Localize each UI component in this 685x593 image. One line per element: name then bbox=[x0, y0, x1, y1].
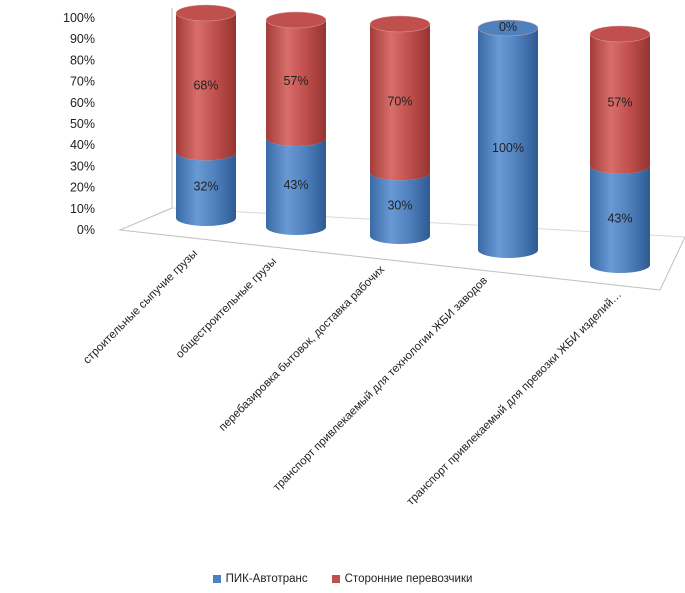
bar-segment-pik bbox=[590, 165, 650, 273]
y-tick-label: 0% bbox=[77, 223, 95, 237]
data-label-third-party: 57% bbox=[283, 74, 308, 88]
data-label-pik: 30% bbox=[387, 198, 412, 212]
bar-top-cap bbox=[265, 11, 327, 29]
y-tick-label: 50% bbox=[70, 117, 95, 131]
legend-item-pik: ПИК-Автотранс bbox=[212, 573, 308, 585]
bar-segment-third-party bbox=[370, 24, 430, 181]
legend: ПИК-Автотранс Сторонние перевозчики bbox=[0, 570, 685, 588]
y-tick-label: 40% bbox=[70, 138, 95, 152]
bar-top-cap bbox=[369, 15, 431, 33]
legend-label-pik: ПИК-Автотранс bbox=[225, 573, 308, 585]
data-label-pik: 43% bbox=[283, 178, 308, 192]
data-label-pik: 43% bbox=[607, 211, 632, 225]
y-tick-label: 10% bbox=[70, 202, 95, 216]
bar-top-cap bbox=[477, 19, 539, 37]
data-label-third-party: 68% bbox=[193, 79, 218, 93]
data-label-pik: 32% bbox=[193, 179, 218, 193]
y-tick-label: 70% bbox=[70, 75, 95, 89]
y-tick-label: 90% bbox=[70, 32, 95, 46]
y-tick-label: 60% bbox=[70, 96, 95, 110]
bar-segment-pik bbox=[370, 172, 430, 244]
bar-segment-third-party bbox=[266, 20, 326, 146]
bar-segment-third-party bbox=[176, 13, 236, 161]
y-tick-label: 100% bbox=[63, 11, 95, 25]
data-label-pik: 100% bbox=[492, 141, 524, 155]
legend-label-third-party: Сторонние перевозчики bbox=[344, 573, 473, 585]
bar-segment-third-party bbox=[590, 34, 650, 174]
bar-segment-pik bbox=[266, 137, 326, 235]
bar-top-cap bbox=[589, 25, 651, 43]
y-tick-label: 80% bbox=[70, 53, 95, 67]
legend-swatch-blue bbox=[212, 575, 221, 583]
data-label-third-party: 57% bbox=[607, 95, 632, 109]
plot-frame bbox=[118, 8, 685, 291]
y-tick-label: 20% bbox=[70, 181, 95, 195]
data-label-third-party: 0% bbox=[499, 20, 517, 34]
bar-top-cap bbox=[175, 4, 237, 22]
bar-segment-pik bbox=[478, 28, 538, 258]
data-label-third-party: 70% bbox=[387, 95, 412, 109]
legend-item-third-party: Сторонние перевозчики bbox=[331, 573, 473, 585]
bar-segment-pik bbox=[176, 152, 236, 226]
x-tick-label: общестроительные грузы bbox=[174, 256, 279, 361]
legend-swatch-red bbox=[331, 575, 340, 583]
y-tick-label: 30% bbox=[70, 159, 95, 173]
